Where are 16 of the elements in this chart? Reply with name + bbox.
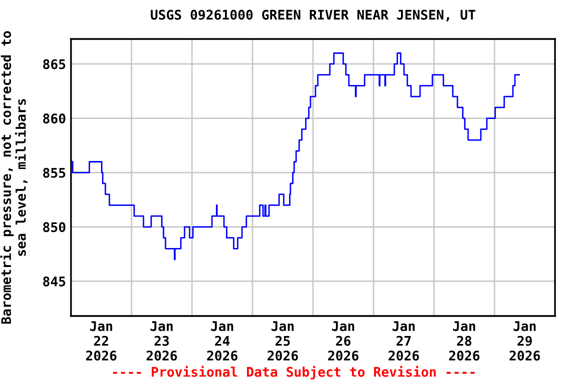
y-tick-label: 865 <box>43 59 66 70</box>
x-tick-label: Jan 26 2026 <box>328 321 358 361</box>
x-tick-label: Jan 23 2026 <box>146 321 177 361</box>
chart-title: USGS 09261000 GREEN RIVER NEAR JENSEN, UT <box>150 10 476 22</box>
y-axis-title: Barometric pressure, not corrected to sea level, millibars <box>0 31 28 324</box>
x-tick-label: Jan 25 2026 <box>268 321 298 361</box>
x-tick-label: Jan 22 2026 <box>86 321 116 361</box>
x-tick-label: Jan 28 2026 <box>449 321 480 361</box>
x-tick-label: Jan 27 2026 <box>388 321 419 361</box>
text: ---- Provisional Data Subject to Revision ---- <box>113 366 475 380</box>
y-tick-label: 845 <box>43 276 66 286</box>
y-tick-label: 850 <box>43 222 66 232</box>
y-tick-label: 860 <box>43 114 66 124</box>
x-tick-label: Jan 29 2026 <box>510 321 540 361</box>
x-tick-label: Jan 24 2026 <box>207 321 238 361</box>
y-tick-label: 855 <box>43 168 66 178</box>
